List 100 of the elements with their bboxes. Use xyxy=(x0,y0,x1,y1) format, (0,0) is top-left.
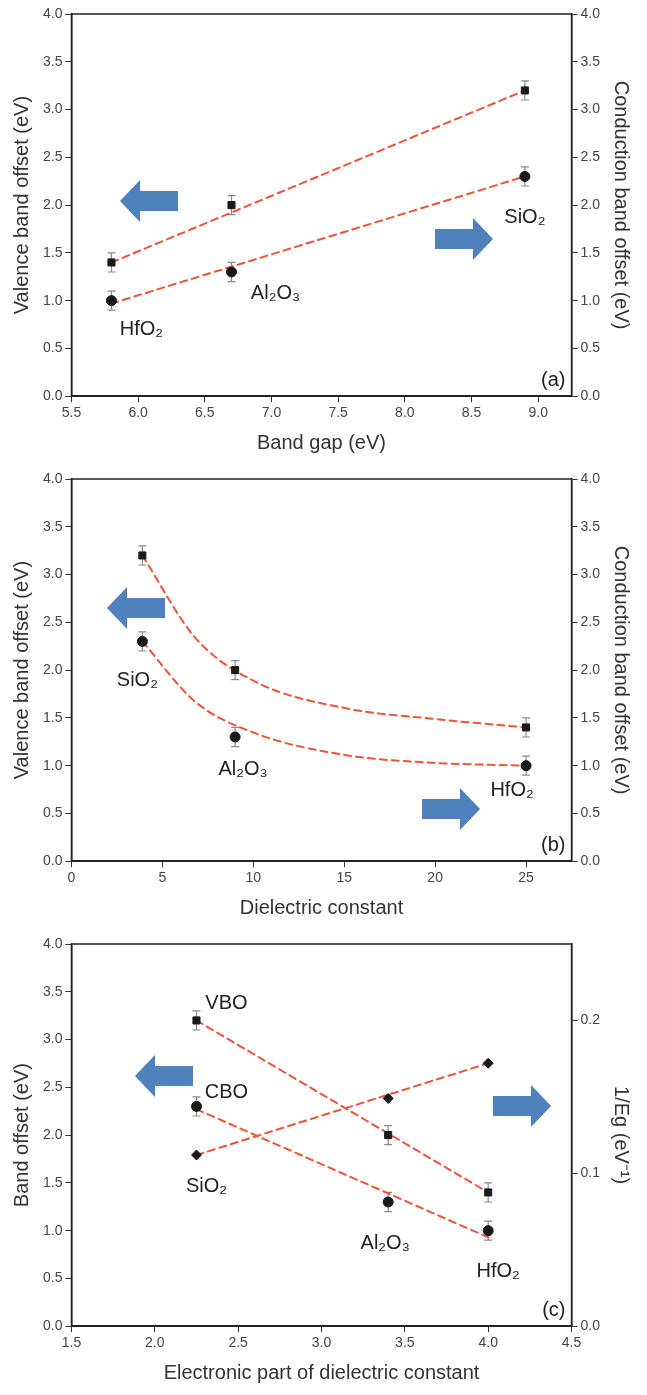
point xyxy=(484,1188,493,1197)
x-tick-label: 3.0 xyxy=(311,1334,332,1351)
y-tick-label: 4.0 xyxy=(42,469,63,486)
y2-tick-label: 1.5 xyxy=(580,243,601,260)
point xyxy=(384,1131,393,1140)
annotation: VBO xyxy=(205,990,248,1013)
x-axis-title: Band gap (eV) xyxy=(257,430,386,453)
y-tick-label: 3.5 xyxy=(42,517,63,534)
y-tick-label: 0.5 xyxy=(42,339,63,356)
y2-tick-label: 2.5 xyxy=(580,613,601,630)
y-tick-label: 3.5 xyxy=(42,982,63,999)
y-tick-label: 2.5 xyxy=(42,1078,63,1095)
x-tick-label: 6.5 xyxy=(195,404,215,421)
y2-axis-title: 1/Eg (eV⁻¹) xyxy=(611,1086,634,1185)
x-tick-label: 4.5 xyxy=(561,1334,582,1351)
point xyxy=(227,201,236,210)
point xyxy=(519,170,531,182)
y-tick-label: 1.0 xyxy=(42,1221,63,1238)
y2-tick-label: 1.0 xyxy=(580,756,601,773)
annotation: (a) xyxy=(541,367,566,390)
x-axis-title: Dielectric constant xyxy=(239,895,404,918)
x-tick-label: 7.0 xyxy=(261,404,282,421)
y2-tick-label: 2.0 xyxy=(580,195,601,212)
y2-tick-label: 0.5 xyxy=(580,339,601,356)
annotation: (c) xyxy=(542,1297,566,1320)
y-tick-label: 0.0 xyxy=(42,852,63,869)
y-axis-title: Valence band offset (eV) xyxy=(9,95,32,315)
y2-tick-label: 4.0 xyxy=(580,4,601,21)
annotation: SiO₂ xyxy=(504,204,546,227)
point xyxy=(138,551,147,560)
y-axis-title: Band offset (eV) xyxy=(9,1063,32,1208)
annotation: Al₂O₃ xyxy=(360,1230,410,1253)
x-tick-label: 1.5 xyxy=(61,1334,82,1351)
annotation: HfO₂ xyxy=(476,1259,520,1282)
y-tick-label: 3.0 xyxy=(42,100,63,117)
y2-tick-label: 2.0 xyxy=(580,660,601,677)
y-tick-label: 1.0 xyxy=(42,291,63,308)
y2-tick-label: 0.1 xyxy=(580,1164,601,1181)
y-tick-label: 0.5 xyxy=(42,804,63,821)
y2-tick-label: 0.0 xyxy=(580,1317,601,1334)
x-tick-label: 8.5 xyxy=(461,404,482,421)
y-tick-label: 2.5 xyxy=(42,613,63,630)
y-tick-label: 0.0 xyxy=(42,387,63,404)
y-tick-label: 1.5 xyxy=(42,708,63,725)
y-tick-label: 1.0 xyxy=(42,756,63,773)
point xyxy=(382,1196,394,1208)
point xyxy=(382,1092,394,1104)
y-tick-label: 1.5 xyxy=(42,243,63,260)
y2-tick-label: 0.0 xyxy=(580,852,601,869)
y-tick-label: 3.0 xyxy=(42,1030,63,1047)
annotation: HfO₂ xyxy=(490,778,534,801)
x-tick-label: 2.0 xyxy=(145,1334,165,1351)
x-tick-label: 5.5 xyxy=(61,404,82,421)
point xyxy=(522,723,531,732)
point xyxy=(190,1149,202,1161)
y-tick-label: 3.0 xyxy=(42,565,63,582)
y-tick-label: 2.5 xyxy=(42,148,63,165)
x-axis-title: Electronic part of dielectric constant xyxy=(163,1360,480,1383)
point xyxy=(105,295,117,307)
point xyxy=(520,86,529,95)
y-tick-label: 4.0 xyxy=(42,4,63,21)
x-tick-label: 6.0 xyxy=(128,404,149,421)
point xyxy=(229,731,241,743)
y2-tick-label: 3.5 xyxy=(580,517,601,534)
x-tick-label: 2.5 xyxy=(228,1334,249,1351)
y-tick-label: 1.5 xyxy=(42,1173,63,1190)
point xyxy=(190,1100,202,1112)
y-tick-label: 0.5 xyxy=(42,1269,63,1286)
y2-tick-label: 0.5 xyxy=(580,804,601,821)
point xyxy=(482,1057,494,1069)
annotation: HfO₂ xyxy=(119,317,164,340)
y-tick-label: 0.0 xyxy=(42,1317,63,1334)
annotation: CBO xyxy=(204,1079,249,1102)
y-tick-label: 2.0 xyxy=(42,660,63,677)
point xyxy=(225,266,237,278)
point xyxy=(231,666,240,675)
y2-tick-label: 3.0 xyxy=(580,565,601,582)
point xyxy=(136,635,148,647)
x-tick-label: 5 xyxy=(158,869,167,886)
x-tick-label: 8.0 xyxy=(395,404,415,421)
y-axis-title: Valence band offset (eV) xyxy=(9,560,32,780)
y-tick-label: 2.0 xyxy=(42,1125,63,1142)
point xyxy=(107,258,116,267)
y-tick-label: 3.5 xyxy=(42,52,63,69)
y2-axis-title: Conduction band offset (eV) xyxy=(611,545,634,795)
point xyxy=(482,1225,494,1237)
x-tick-label: 25 xyxy=(518,869,535,886)
x-tick-label: 20 xyxy=(427,869,444,886)
annotation: SiO₂ xyxy=(116,667,158,690)
point xyxy=(520,760,532,772)
y2-tick-label: 4.0 xyxy=(580,469,601,486)
annotation: SiO₂ xyxy=(185,1173,228,1196)
x-tick-label: 0 xyxy=(67,869,76,886)
y2-axis-title: Conduction band offset (eV) xyxy=(611,80,634,330)
y2-tick-label: 0.0 xyxy=(580,387,601,404)
x-tick-label: 15 xyxy=(336,869,353,886)
point xyxy=(192,1016,201,1025)
y-tick-label: 4.0 xyxy=(42,934,63,951)
y2-tick-label: 3.0 xyxy=(580,100,601,117)
y2-tick-label: 1.0 xyxy=(580,291,601,308)
